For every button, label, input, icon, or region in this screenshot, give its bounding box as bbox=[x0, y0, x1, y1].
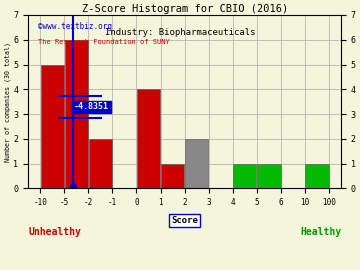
Title: Z-Score Histogram for CBIO (2016): Z-Score Histogram for CBIO (2016) bbox=[81, 4, 288, 14]
Bar bbox=[233, 164, 256, 188]
Bar bbox=[305, 164, 329, 188]
Bar bbox=[137, 89, 160, 188]
Text: Healthy: Healthy bbox=[300, 227, 341, 237]
Bar bbox=[257, 164, 280, 188]
Text: -4.8351: -4.8351 bbox=[74, 102, 109, 111]
Bar bbox=[65, 40, 88, 188]
Bar bbox=[161, 164, 184, 188]
Text: Score: Score bbox=[171, 216, 198, 225]
Text: The Research Foundation of SUNY: The Research Foundation of SUNY bbox=[37, 39, 169, 45]
Bar bbox=[41, 65, 64, 188]
Text: Unhealthy: Unhealthy bbox=[28, 227, 81, 237]
Y-axis label: Number of companies (30 total): Number of companies (30 total) bbox=[4, 42, 11, 162]
Bar bbox=[89, 139, 112, 188]
Bar bbox=[185, 139, 208, 188]
Text: Industry: Biopharmaceuticals: Industry: Biopharmaceuticals bbox=[105, 28, 255, 37]
Text: ©www.textbiz.org: ©www.textbiz.org bbox=[37, 22, 112, 31]
